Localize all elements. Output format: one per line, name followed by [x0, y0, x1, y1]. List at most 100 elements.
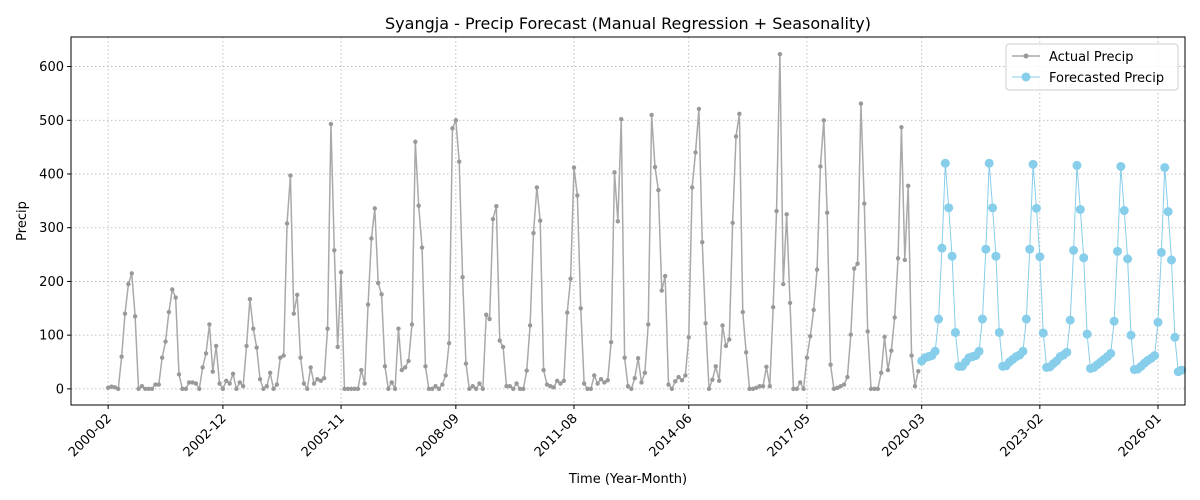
actual-point — [207, 322, 212, 327]
actual-point — [878, 370, 884, 375]
actual-point — [311, 381, 317, 386]
forecast-point — [1038, 328, 1048, 338]
actual-point — [828, 362, 833, 367]
actual-point — [301, 381, 307, 386]
forecast-point — [940, 158, 950, 168]
actual-point — [892, 315, 897, 320]
actual-point — [352, 386, 357, 392]
actual-point — [602, 380, 607, 385]
actual-point — [166, 309, 172, 315]
forecast-point — [1075, 204, 1085, 214]
actual-point — [419, 245, 425, 250]
actual-point — [838, 384, 843, 389]
actual-point — [619, 117, 624, 122]
actual-point — [490, 216, 496, 222]
actual-point — [764, 364, 769, 370]
actual-point — [737, 111, 742, 117]
forecast-point — [1156, 247, 1166, 257]
actual-point — [841, 382, 847, 387]
forecast-point — [1126, 330, 1136, 340]
actual-point — [453, 118, 459, 123]
actual-point — [173, 295, 178, 300]
actual-point — [146, 386, 151, 392]
actual-point — [554, 378, 560, 384]
actual-point — [430, 386, 435, 392]
legend: Actual Precip Forecasted Precip — [1005, 43, 1179, 91]
forecast-point — [1025, 244, 1035, 254]
forecast-point — [1018, 346, 1028, 356]
actual-point — [116, 386, 121, 392]
actual-point — [294, 292, 300, 298]
actual-point — [399, 367, 405, 373]
actual-point — [109, 384, 114, 389]
actual-point — [612, 170, 617, 175]
actual-point — [264, 384, 269, 389]
actual-point — [136, 386, 141, 392]
actual-point — [797, 380, 803, 385]
legend-label-forecast: Forecasted Precip — [1049, 71, 1164, 86]
actual-point — [534, 185, 540, 190]
forecast-point — [981, 244, 991, 254]
actual-point — [416, 203, 421, 208]
actual-point — [261, 386, 266, 392]
actual-point — [720, 323, 725, 328]
actual-point — [143, 386, 148, 392]
actual-point — [581, 381, 587, 386]
actual-point — [679, 378, 685, 383]
actual-point — [139, 384, 145, 389]
actual-point — [403, 365, 408, 370]
actual-point — [328, 121, 334, 127]
actual-point — [733, 134, 739, 139]
actual-point — [288, 173, 293, 178]
actual-point — [538, 218, 543, 223]
actual-point — [760, 384, 766, 389]
actual-point — [375, 280, 381, 286]
forecast-point — [1119, 206, 1129, 216]
actual-point — [291, 311, 296, 316]
actual-point — [521, 386, 526, 392]
actual-point — [571, 165, 577, 170]
actual-point — [868, 386, 874, 392]
actual-point — [770, 305, 776, 310]
actual-point — [517, 386, 523, 392]
actual-point — [284, 221, 290, 226]
actual-point — [845, 374, 850, 380]
actual-point — [379, 292, 384, 297]
actual-point — [595, 381, 600, 386]
actual-point — [831, 386, 837, 392]
actual-point — [824, 210, 830, 215]
actual-point — [190, 380, 195, 385]
forecast-point — [1160, 163, 1170, 173]
actual-point — [278, 355, 283, 360]
y-axis: 0 100 200 300 400 500 600 — [39, 60, 71, 397]
actual-point — [659, 288, 664, 293]
actual-point — [899, 125, 904, 130]
actual-point — [213, 343, 219, 349]
actual-point — [186, 380, 192, 385]
forecast-point — [950, 327, 960, 337]
actual-point — [592, 373, 597, 378]
actual-point — [163, 339, 168, 344]
forecast-point — [994, 327, 1004, 337]
actual-point — [487, 316, 492, 322]
actual-point — [484, 312, 489, 317]
actual-point — [544, 382, 550, 387]
actual-point — [727, 337, 732, 342]
actual-point — [635, 356, 641, 361]
actual-point — [551, 385, 556, 390]
actual-point — [315, 377, 320, 382]
actual-point — [858, 101, 864, 106]
actual-point — [889, 348, 894, 353]
actual-point — [511, 386, 516, 392]
actual-point — [821, 118, 826, 123]
actual-point — [382, 364, 388, 369]
actual-point — [325, 326, 330, 331]
actual-point — [450, 126, 455, 131]
actual-point — [200, 365, 205, 370]
actual-precip-points — [105, 51, 921, 392]
actual-point — [305, 386, 310, 392]
actual-point — [811, 307, 816, 313]
actual-point — [244, 343, 249, 349]
actual-point — [656, 187, 661, 193]
actual-point — [629, 386, 634, 392]
